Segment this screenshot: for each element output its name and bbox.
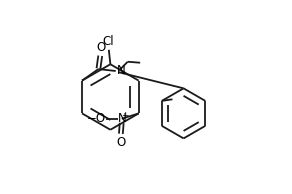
Text: +: + [121, 111, 129, 120]
Text: −O: −O [86, 112, 105, 125]
Text: O: O [116, 137, 126, 150]
Text: O: O [96, 41, 105, 54]
Text: N: N [117, 112, 126, 125]
Text: N: N [117, 64, 126, 77]
Text: Cl: Cl [102, 35, 114, 48]
